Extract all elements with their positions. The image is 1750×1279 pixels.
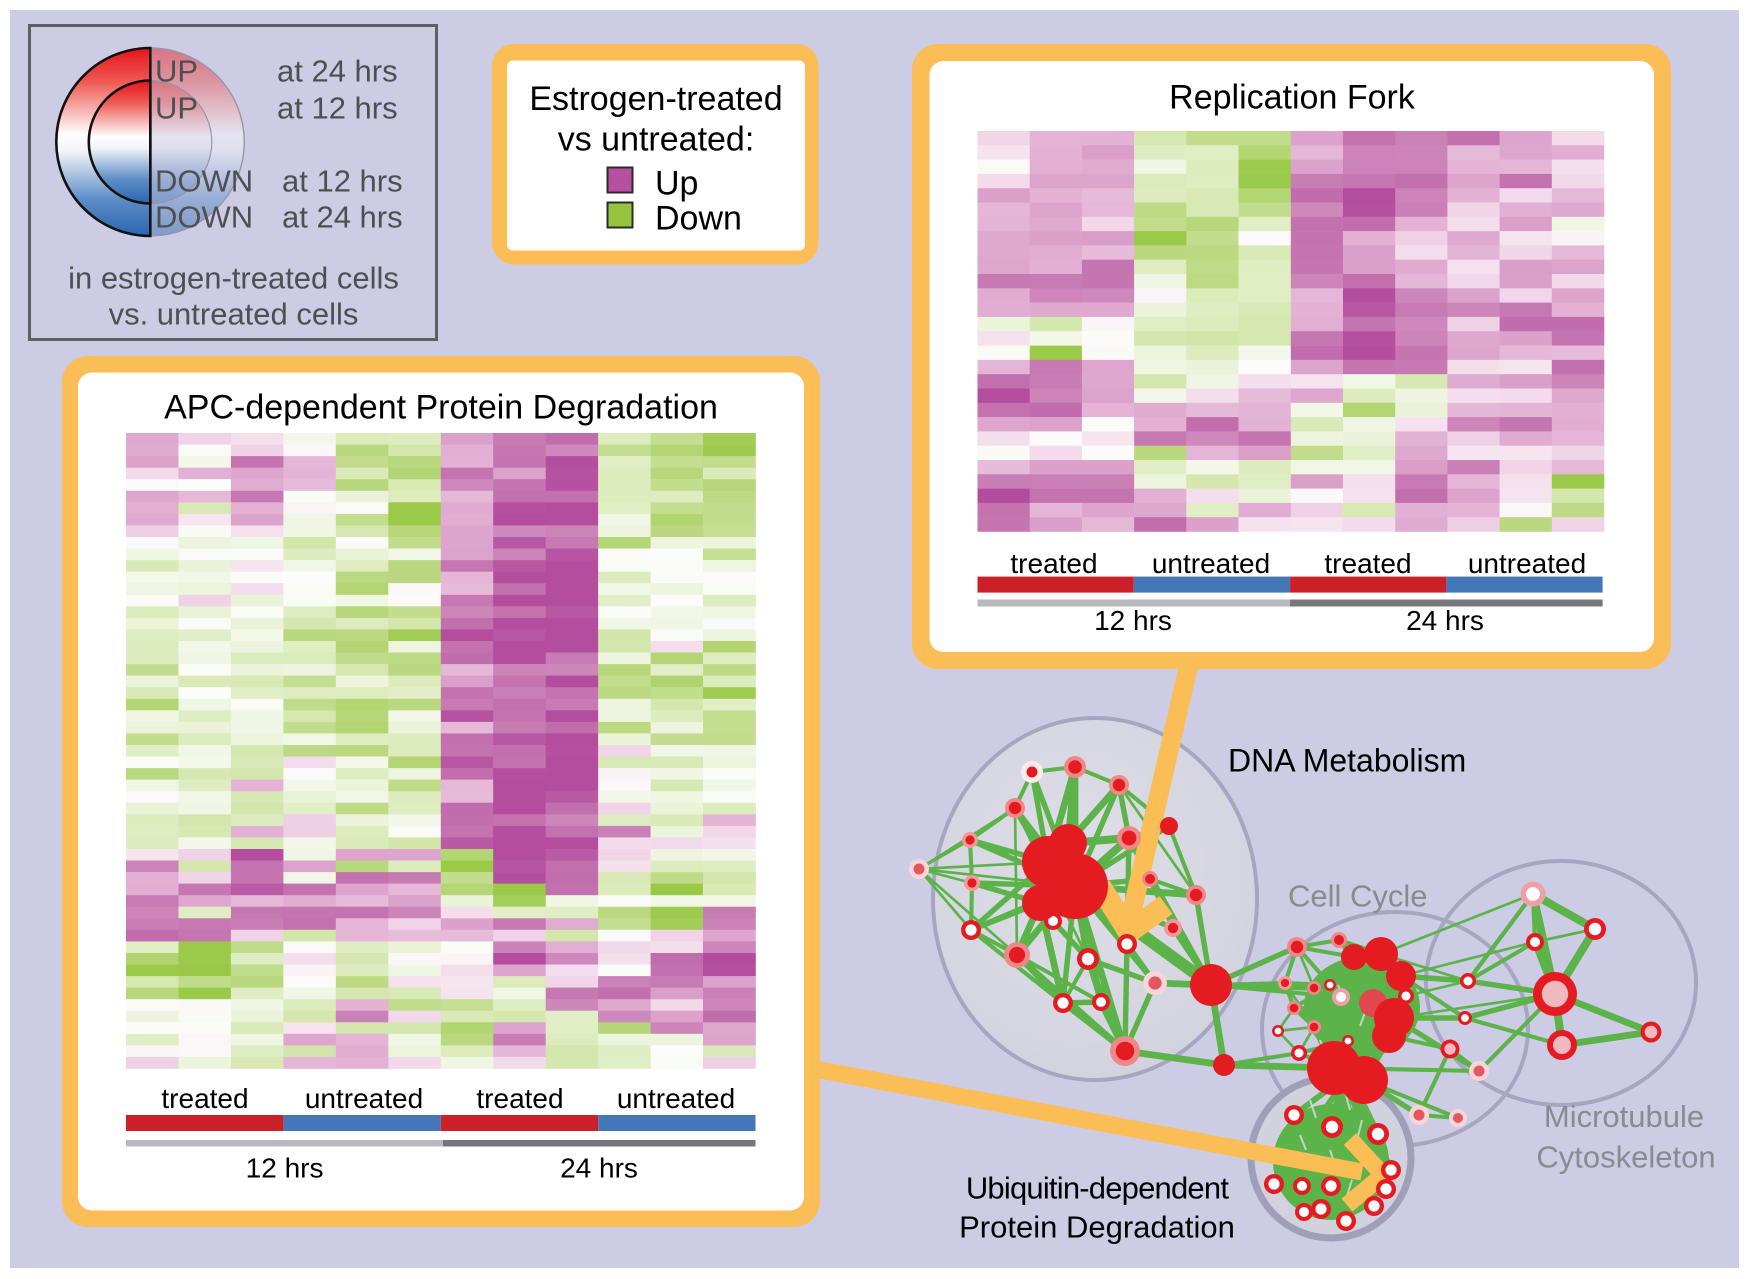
svg-text:at 24 hrs: at 24 hrs	[277, 53, 398, 88]
svg-text:treated: treated	[1010, 548, 1097, 579]
svg-text:Up: Up	[655, 165, 698, 203]
svg-text:UP: UP	[155, 91, 198, 126]
svg-text:UP: UP	[155, 53, 198, 88]
svg-text:DOWN: DOWN	[155, 164, 253, 199]
svg-text:Estrogen-treated: Estrogen-treated	[529, 80, 782, 118]
svg-text:at 12 hrs: at 12 hrs	[277, 91, 398, 126]
svg-text:DOWN: DOWN	[155, 200, 253, 235]
svg-text:in estrogen-treated cells: in estrogen-treated cells	[68, 261, 399, 296]
svg-text:Replication Fork: Replication Fork	[1169, 79, 1416, 117]
svg-text:untreated: untreated	[617, 1083, 735, 1114]
svg-text:treated: treated	[476, 1083, 563, 1114]
svg-text:vs. untreated cells: vs. untreated cells	[109, 297, 359, 332]
svg-text:Cell Cycle: Cell Cycle	[1288, 879, 1428, 914]
svg-text:Ubiquitin-dependent: Ubiquitin-dependent	[966, 1170, 1229, 1205]
svg-text:Cytoskeleton: Cytoskeleton	[1536, 1139, 1715, 1174]
svg-text:Protein Degradation: Protein Degradation	[959, 1210, 1235, 1245]
svg-text:at 24 hrs: at 24 hrs	[282, 200, 403, 235]
svg-text:APC-dependent Protein Degradat: APC-dependent Protein Degradation	[164, 388, 718, 426]
svg-text:12 hrs: 12 hrs	[1094, 605, 1172, 636]
svg-text:untreated: untreated	[305, 1083, 423, 1114]
svg-text:Down: Down	[655, 200, 742, 238]
svg-text:DNA Metabolism: DNA Metabolism	[1228, 743, 1466, 779]
svg-text:24 hrs: 24 hrs	[560, 1153, 638, 1184]
svg-text:vs untreated:: vs untreated:	[558, 120, 755, 158]
svg-text:treated: treated	[1324, 548, 1411, 579]
svg-text:12 hrs: 12 hrs	[246, 1153, 324, 1184]
svg-text:treated: treated	[161, 1083, 248, 1114]
svg-text:24 hrs: 24 hrs	[1406, 605, 1484, 636]
svg-text:Microtubule: Microtubule	[1544, 1099, 1704, 1134]
svg-text:untreated: untreated	[1152, 548, 1270, 579]
svg-text:at 12 hrs: at 12 hrs	[282, 164, 403, 199]
svg-text:untreated: untreated	[1468, 548, 1586, 579]
